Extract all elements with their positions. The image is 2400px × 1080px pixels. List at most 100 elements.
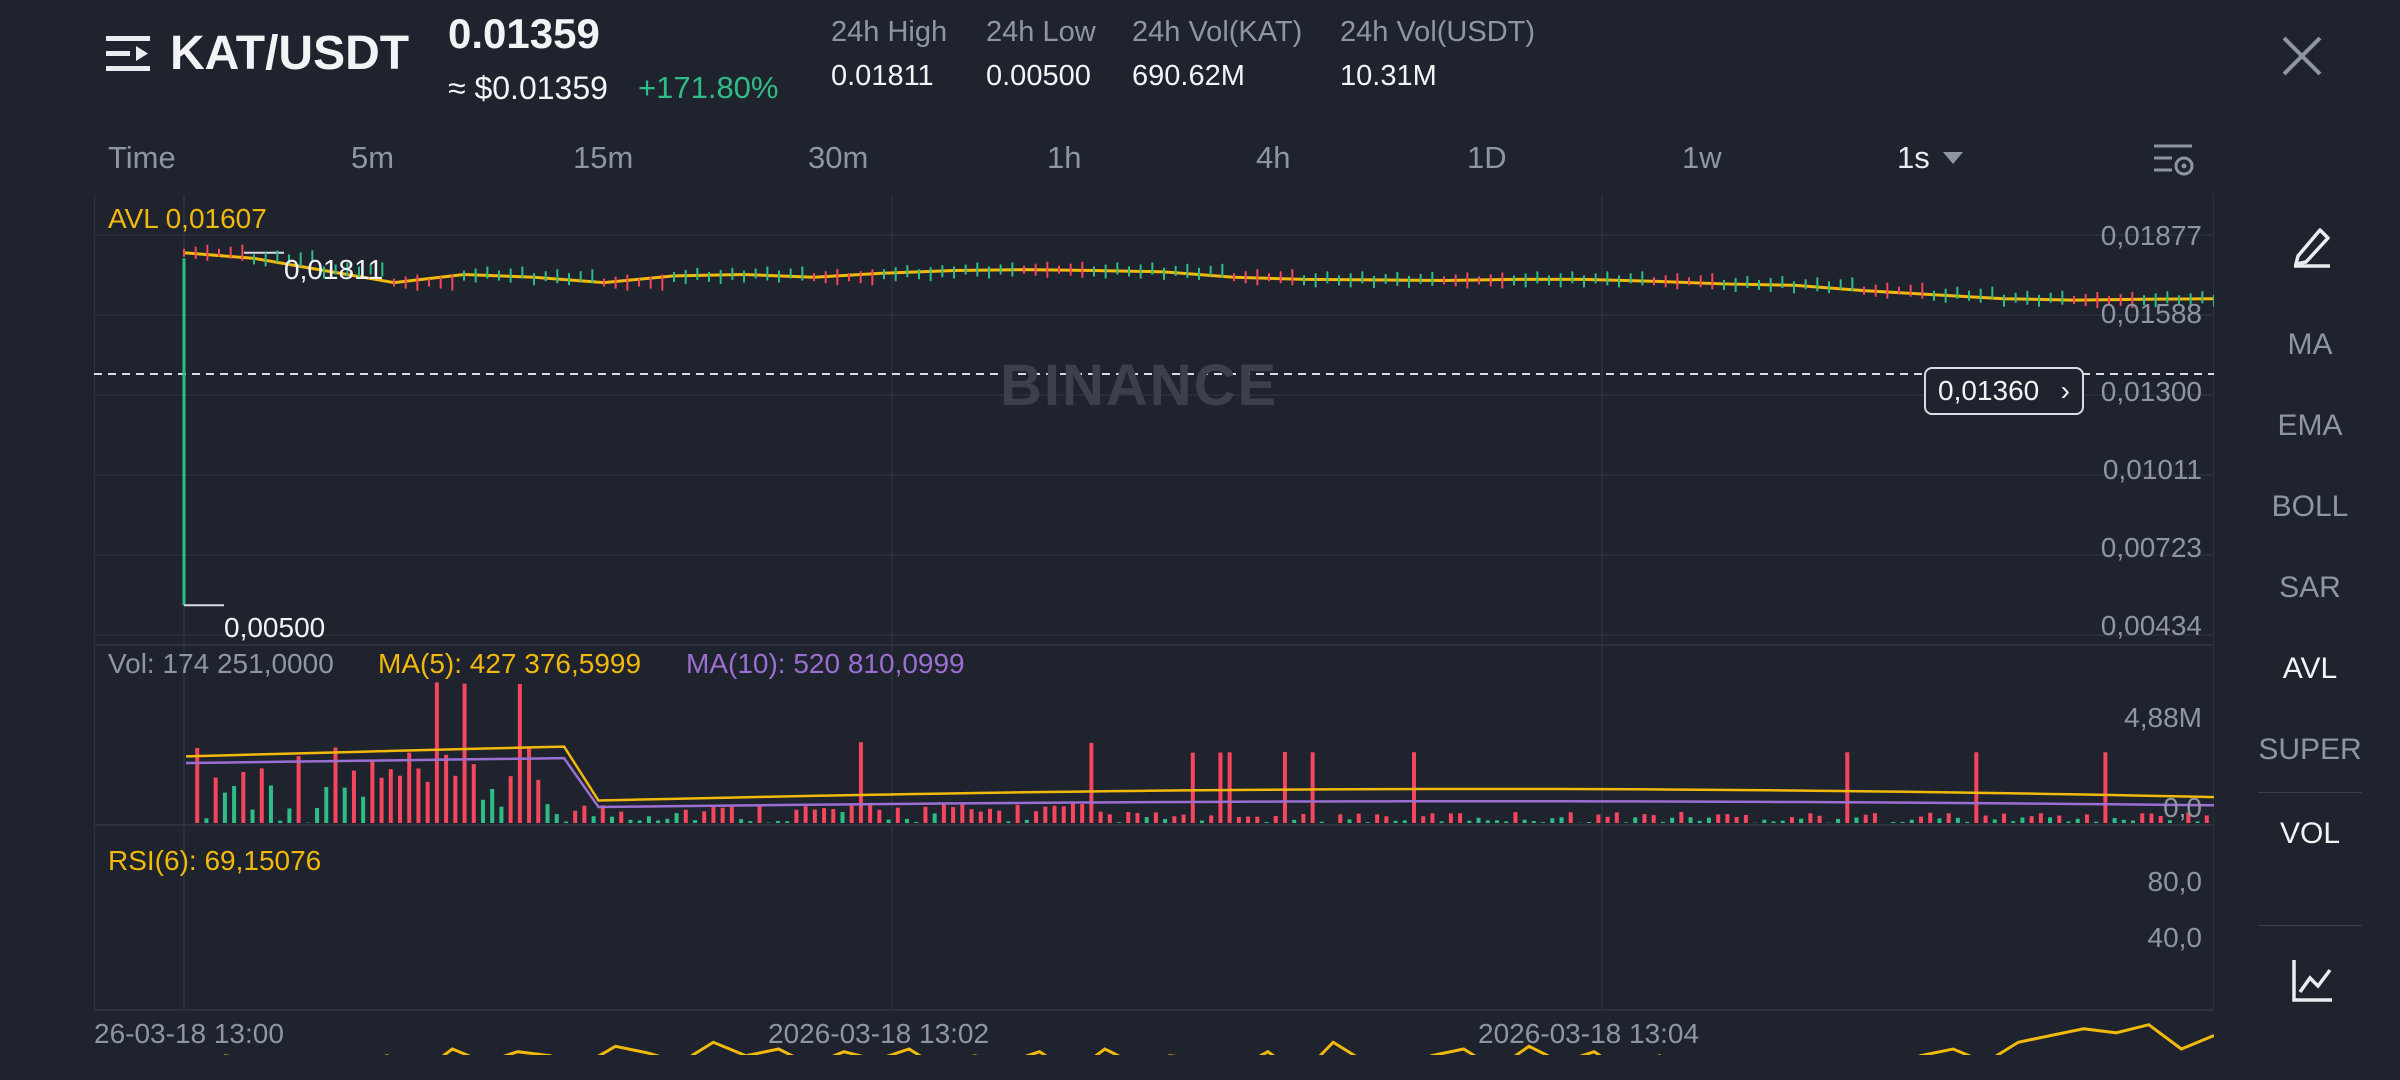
volume-bar — [250, 809, 255, 823]
volume-bar — [1273, 815, 1278, 823]
chevron-down-icon[interactable] — [1943, 152, 1963, 164]
chart-settings-icon[interactable] — [2152, 140, 2196, 180]
volume-bar — [2204, 815, 2209, 823]
volume-bar — [2020, 817, 2025, 823]
volume-bar — [1236, 817, 1241, 823]
volume-bar — [1550, 818, 1555, 823]
tab-1h[interactable]: 1h — [1047, 140, 1082, 175]
indicator-vol[interactable]: VOL — [2279, 817, 2341, 850]
price-chart[interactable] — [94, 195, 2214, 1055]
indicator-boll[interactable]: BOLL — [2271, 490, 2349, 523]
volume-bar — [1347, 819, 1352, 823]
volume-bar — [545, 804, 550, 823]
volume-bar — [1624, 822, 1629, 823]
volume-bar — [1227, 752, 1232, 823]
tab-15m[interactable]: 15m — [573, 140, 634, 175]
chart-lines — [182, 244, 2214, 1055]
high-marker-label: 0,01811 — [284, 254, 384, 285]
volume-bar — [1476, 817, 1481, 823]
volume-bar — [932, 813, 937, 823]
price-tick: 0,00723 — [2100, 532, 2202, 563]
price-tick: 0,01300 — [2100, 376, 2202, 407]
volume-bar — [388, 769, 393, 823]
volume-bar — [1070, 802, 1075, 823]
volume-bar — [1522, 819, 1527, 823]
volume-bar — [1614, 812, 1619, 823]
volume-bar — [1190, 752, 1195, 823]
volume-bar — [195, 747, 200, 823]
volume-bar — [1660, 821, 1665, 823]
volume-bar — [1153, 812, 1158, 823]
volume-bar — [351, 770, 356, 823]
volume-bar — [2103, 752, 2108, 823]
volume-bar — [1034, 811, 1039, 823]
indicator-ma[interactable]: MA — [2287, 328, 2333, 361]
volume-bar — [2112, 817, 2117, 823]
volume-bar — [1817, 815, 1822, 823]
volume-bar — [1089, 742, 1094, 823]
volume-bar — [2094, 821, 2099, 823]
volume-bar — [997, 810, 1002, 823]
volume-bar — [2075, 818, 2080, 823]
tab-1d[interactable]: 1D — [1467, 140, 1507, 175]
volume-bar — [600, 805, 605, 823]
volume-bar — [1919, 816, 1924, 823]
volume-bar — [2186, 812, 2191, 823]
volume-bar — [1762, 819, 1767, 823]
volume-bar — [720, 807, 725, 823]
volume-bar — [1448, 813, 1453, 823]
volume-bar — [563, 821, 568, 823]
volume-bar — [222, 792, 227, 823]
tab-time[interactable]: Time — [108, 140, 176, 175]
volume-bar — [1365, 822, 1370, 823]
volume-bar — [1716, 814, 1721, 823]
chart-icon[interactable] — [2290, 958, 2334, 1004]
volume-bar — [2131, 820, 2136, 823]
ma5-legend: MA(5): 427 376,5999 — [378, 648, 642, 679]
volume-bar — [1743, 815, 1748, 823]
volume-bar — [2149, 813, 2154, 823]
volume-bar — [453, 775, 458, 823]
indicator-sar[interactable]: SAR — [2279, 571, 2341, 604]
volume-bar — [1697, 820, 1702, 823]
tab-30m[interactable]: 30m — [808, 140, 869, 175]
tab-1s[interactable]: 1s — [1897, 140, 1930, 175]
volume-bar — [1605, 816, 1610, 823]
volume-bar — [1836, 818, 1841, 823]
stat-24h-low-value: 0.00500 — [986, 60, 1091, 92]
volume-bar — [1965, 821, 1970, 823]
price-tick: 0,01588 — [2100, 298, 2202, 329]
indicator-avl[interactable]: AVL — [2282, 652, 2338, 685]
volume-bar — [1946, 813, 1951, 823]
volume-bar — [2048, 817, 2053, 823]
volume-bar — [628, 819, 633, 823]
close-icon[interactable] — [2278, 32, 2326, 80]
volume-bar — [1531, 821, 1536, 823]
volume-bar — [1596, 814, 1601, 823]
indicator-ema[interactable]: EMA — [2277, 409, 2343, 442]
tab-4h[interactable]: 4h — [1256, 140, 1291, 175]
volume-bar — [1559, 817, 1564, 823]
current-price-tag[interactable]: 0,01360 › — [1924, 367, 2084, 415]
volume-bar — [1282, 752, 1287, 823]
volume-bar — [610, 816, 615, 823]
trading-pair[interactable]: KAT/USDT — [170, 27, 410, 80]
pencil-icon[interactable] — [2290, 222, 2334, 268]
volume-legend: Vol: 174 251,0000 — [108, 648, 334, 679]
stat-24h-high-label: 24h High — [831, 16, 948, 48]
volume-bar — [517, 683, 522, 823]
volume-bar — [232, 786, 237, 823]
volume-bar — [1734, 817, 1739, 823]
volume-bar — [407, 752, 412, 823]
tab-1w[interactable]: 1w — [1682, 140, 1722, 175]
menu-icon[interactable] — [104, 30, 152, 78]
volume-bar — [2038, 813, 2043, 823]
volume-bar — [425, 781, 430, 823]
low-marker-label: 0,00500 — [224, 612, 326, 643]
volume-bar — [591, 816, 596, 823]
ma10-legend: MA(10): 520 810,0999 — [686, 648, 965, 679]
volume-bar — [1264, 822, 1269, 823]
volume-bar — [785, 821, 790, 823]
indicator-super[interactable]: SUPER — [2258, 733, 2362, 766]
tab-5m[interactable]: 5m — [351, 140, 395, 175]
